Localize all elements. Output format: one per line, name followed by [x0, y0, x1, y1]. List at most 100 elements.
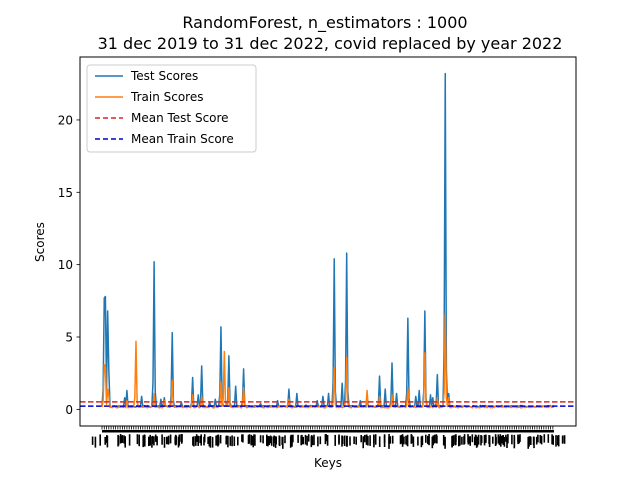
x-tick-label-glyph [485, 434, 487, 443]
x-tick-label-glyph [517, 435, 519, 445]
x-tick-label-glyph [374, 434, 377, 445]
x-tick-label-glyph [403, 436, 405, 445]
x-tick-label-glyph [270, 436, 273, 446]
x-tick-label-glyph [219, 435, 222, 444]
x-tick-label-glyph [428, 434, 430, 446]
chart-title-line2: 31 dec 2019 to 31 dec 2022, covid replac… [98, 34, 563, 53]
x-tick-label-glyph [203, 434, 206, 443]
x-tick-label-glyph [231, 435, 233, 447]
x-tick-label-glyph [346, 435, 348, 447]
x-tick-label-glyph [528, 436, 530, 447]
x-tick-label-glyph [99, 434, 101, 446]
x-tick-label-glyph [535, 436, 538, 445]
x-tick-label-glyph [458, 435, 460, 447]
legend-label-test: Test Scores [130, 69, 198, 83]
x-tick-label-glyph [216, 434, 219, 446]
x-tick-label-glyph [391, 435, 394, 444]
legend-box [86, 64, 257, 153]
x-tick-label-glyph [500, 435, 503, 444]
x-tick-label-glyph [383, 434, 386, 444]
x-tick-label-glyph [209, 436, 212, 448]
x-tick-label-glyph [248, 434, 251, 444]
x-tick-label-glyph [399, 435, 402, 445]
chart-title-line1: RandomForest, n_estimators : 1000 [182, 13, 467, 33]
x-tick-label-glyph [169, 434, 172, 444]
x-tick-label-glyph [483, 434, 486, 446]
x-tick-label-glyph [563, 435, 566, 444]
x-tick-label-glyph [121, 435, 124, 443]
x-tick-label-glyph [268, 436, 270, 445]
plot-area [80, 72, 576, 409]
x-tick-label-glyph [552, 435, 554, 445]
x-tick-label-glyph [136, 434, 139, 445]
x-tick-label-glyph [529, 436, 532, 445]
x-tick-label-glyph [225, 435, 228, 444]
x-tick-label-glyph [310, 436, 313, 448]
x-tick-label-glyph [304, 434, 307, 445]
x-tick-marks-band [102, 430, 554, 433]
legend: Test Scores Train Scores Mean Test Score… [86, 64, 257, 153]
x-tick-label-glyph [200, 434, 202, 446]
x-tick-label-glyph [421, 435, 424, 446]
x-tick-label-glyph [104, 436, 106, 445]
x-tick-label-glyph [215, 435, 217, 446]
x-tick-label-glyph [364, 434, 366, 443]
x-axis [91, 426, 566, 449]
x-tick-label-glyph [502, 435, 504, 445]
x-tick-label-glyph [195, 434, 198, 442]
x-tick-label-glyph [406, 434, 409, 447]
x-tick-label-glyph [341, 436, 344, 444]
x-tick-label-glyph [388, 434, 390, 445]
x-tick-label-glyph [378, 436, 381, 447]
x-tick-label-glyph [452, 435, 454, 446]
x-tick-label-glyph [543, 434, 546, 443]
x-tick-label-glyph [274, 436, 277, 448]
x-tick-label-glyph [254, 434, 256, 446]
x-tick-label-glyph [533, 436, 535, 449]
x-tick-label-glyph [117, 435, 120, 446]
x-tick-label-glyph [555, 435, 557, 447]
x-tick-label-glyph [237, 436, 239, 446]
x-tick-label-glyph [278, 436, 281, 447]
x-tick-label-glyph [334, 434, 336, 446]
x-tick-label-glyph [266, 434, 268, 446]
x-tick-label-glyph [161, 434, 163, 445]
x-tick-label-glyph [267, 436, 269, 447]
x-tick-label-glyph [405, 435, 407, 445]
x-tick-label-glyph [281, 436, 283, 445]
x-tick-label-glyph [128, 434, 131, 446]
x-tick-label-glyph [431, 436, 434, 449]
x-tick-label-glyph [197, 435, 199, 446]
x-tick-label-glyph [436, 435, 438, 444]
x-tick-label-glyph [551, 434, 553, 445]
x-tick-label-glyph [284, 435, 286, 444]
x-tick-label-glyph [539, 435, 542, 444]
x-tick-label-glyph [417, 436, 419, 446]
x-tick-label-glyph [343, 435, 346, 446]
x-tick-label-glyph [313, 434, 315, 446]
x-tick-label-glyph [473, 436, 476, 446]
x-tick-label-glyph [199, 436, 201, 444]
x-tick-label-glyph [527, 436, 529, 449]
x-tick-label-glyph [229, 436, 232, 446]
x-axis-label: Keys [314, 456, 342, 470]
x-tick-label-glyph [507, 434, 509, 444]
x-tick-label-glyph [467, 436, 470, 445]
x-tick-label-glyph [540, 435, 543, 445]
x-tick-label-glyph [211, 436, 214, 448]
x-tick-label-glyph [349, 436, 351, 446]
x-tick-label-glyph [247, 435, 250, 444]
x-tick-label-glyph [307, 434, 310, 442]
x-tick-label-glyph [292, 434, 294, 443]
x-tick-label-glyph [251, 435, 254, 445]
x-tick-label-glyph [290, 435, 293, 445]
x-tick-label-glyph [480, 435, 483, 443]
x-tick-label-glyph [250, 434, 252, 446]
y-tick-label: 10 [58, 258, 73, 272]
x-tick-label-glyph [367, 436, 369, 446]
x-tick-label-glyph [262, 435, 264, 444]
x-tick-label-glyph [497, 434, 500, 444]
legend-label-train: Train Scores [130, 90, 203, 104]
x-tick-label-glyph [495, 436, 497, 445]
